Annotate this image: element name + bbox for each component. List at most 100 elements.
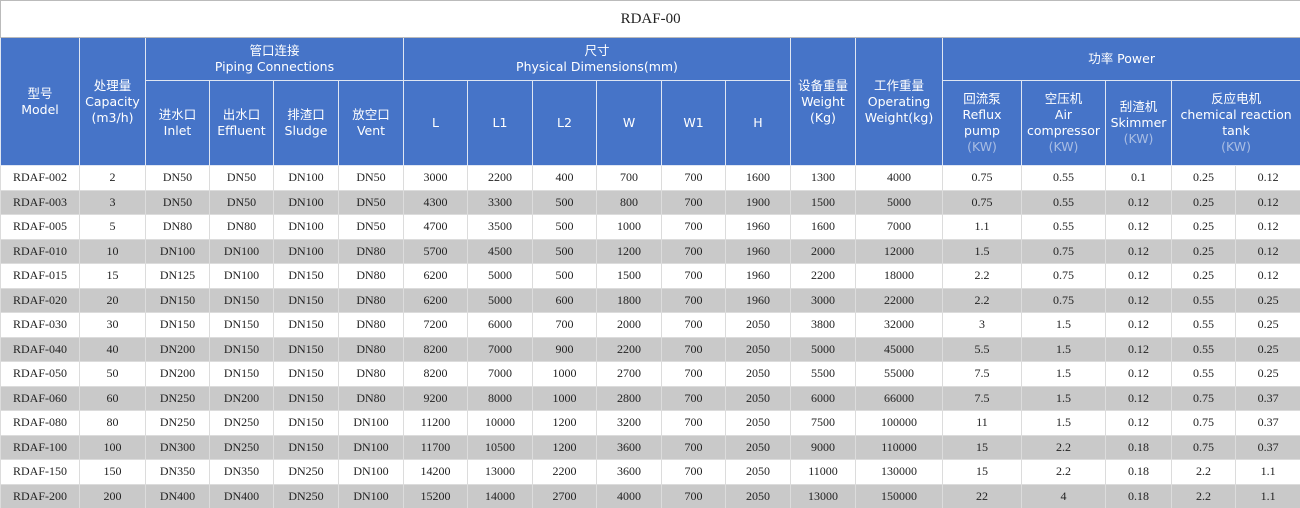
table-cell: 700 <box>661 189 726 215</box>
table-cell: 5 <box>79 214 146 240</box>
table-cell: 2 <box>79 165 146 191</box>
table-cell: 1200 <box>532 434 597 460</box>
header-line: Weight(kg) <box>864 109 934 125</box>
table-cell: 2050 <box>725 483 791 508</box>
table-cell: DN125 <box>145 263 210 289</box>
sub-header: 排渣口 Sludge <box>273 80 339 166</box>
table-cell: 1500 <box>790 189 856 215</box>
table-cell: 2050 <box>725 434 791 460</box>
table-cell: 0.75 <box>1171 410 1236 436</box>
table-cell: 7000 <box>855 214 943 240</box>
table-cell: 0.12 <box>1105 312 1172 338</box>
table-cell: 0.75 <box>1171 434 1236 460</box>
table-row: RDAF-020 20 DN150 DN150 DN150 DN80 6200 5000 600… <box>0 287 1300 313</box>
table-cell: 15 <box>79 263 146 289</box>
table-cell: DN300 <box>145 434 210 460</box>
table-cell: 2000 <box>596 312 662 338</box>
table-cell: 700 <box>661 214 726 240</box>
table-cell: 55000 <box>855 361 943 387</box>
header-line: Operating <box>867 93 931 109</box>
table-cell: 0.37 <box>1234 410 1300 436</box>
table-cell: 8200 <box>403 361 468 387</box>
header-line: 回流泵 <box>963 91 1001 106</box>
table-cell: DN100 <box>273 189 339 215</box>
header-line: Piping Connections <box>214 59 335 74</box>
table-cell: 2800 <box>596 385 662 411</box>
header-line: (KW) <box>1123 131 1154 146</box>
header-line: tank <box>1222 123 1250 138</box>
table-cell: RDAF-080 <box>0 410 80 436</box>
header-row: 进水口 Inlet 出水口 Effluent 排渣口 Sludge 放空口 Vent L L1 L2… <box>1 80 1300 166</box>
header-line: 处理量 <box>93 77 132 93</box>
table-cell: DN150 <box>145 312 210 338</box>
group-header: 尺寸 Physical Dimensions(mm) <box>403 37 791 81</box>
table-cell: 5000 <box>855 189 943 215</box>
table-cell: 1960 <box>725 263 791 289</box>
sub-header: L2 <box>532 80 597 166</box>
header-line: 尺寸 <box>584 43 610 58</box>
table-cell: 700 <box>661 263 726 289</box>
table-cell: 18000 <box>855 263 943 289</box>
header-line: 出水口 <box>222 107 261 122</box>
header-line: 进水口 <box>158 107 197 122</box>
table-cell: 0.1 <box>1105 165 1172 191</box>
header-line: Reflux <box>962 107 1002 122</box>
table-cell: DN400 <box>209 483 274 508</box>
table-cell: 5000 <box>467 263 533 289</box>
table-cell: 2.2 <box>942 287 1022 313</box>
table-cell: 2050 <box>725 312 791 338</box>
table-cell: 0.12 <box>1234 165 1300 191</box>
table-cell: 4000 <box>596 483 662 508</box>
table-cell: 5000 <box>467 287 533 313</box>
table-cell: 0.18 <box>1105 434 1172 460</box>
table-cell: 700 <box>661 165 726 191</box>
table-cell: DN100 <box>273 238 339 264</box>
table-cell: 800 <box>596 189 662 215</box>
table-cell: 66000 <box>855 385 943 411</box>
table-cell: 900 <box>532 336 597 362</box>
group-header: 管口连接 Piping Connections <box>145 37 404 81</box>
table-cell: 0.75 <box>942 165 1022 191</box>
table-cell: DN80 <box>338 336 404 362</box>
table-cell: DN100 <box>209 238 274 264</box>
table-cell: 2.2 <box>1171 459 1236 485</box>
table-cell: 3 <box>79 189 146 215</box>
header-line: pump <box>964 123 1000 138</box>
table-cell: 15 <box>942 434 1022 460</box>
header-line: L1 <box>492 115 508 130</box>
table-row: RDAF-010 10 DN100 DN100 DN100 DN80 5700 4500 500… <box>0 238 1300 264</box>
table-cell: 0.25 <box>1171 165 1236 191</box>
table-cell: 1.5 <box>1021 336 1106 362</box>
header-line: Physical Dimensions(mm) <box>516 59 678 74</box>
table-cell: 700 <box>661 410 726 436</box>
table-cell: 4500 <box>467 238 533 264</box>
table-cell: DN80 <box>338 238 404 264</box>
table-title: RDAF-00 <box>0 0 1300 38</box>
sub-header: 反应电机 chemical reaction tank (KW) <box>1170 80 1300 166</box>
table-cell: 6200 <box>403 287 468 313</box>
header-line: (Kg) <box>810 109 836 125</box>
table-cell: 8200 <box>403 336 468 362</box>
table-cell: DN150 <box>273 287 339 313</box>
table-cell: 1960 <box>725 287 791 313</box>
group-header: 型号 Model <box>0 37 80 166</box>
table-cell: 700 <box>661 361 726 387</box>
table-cell: RDAF-100 <box>0 434 80 460</box>
header-line: compressor <box>1027 123 1100 138</box>
table-cell: DN50 <box>209 189 274 215</box>
table-cell: RDAF-030 <box>0 312 80 338</box>
table-cell: 14000 <box>467 483 533 508</box>
table-cell: DN400 <box>145 483 210 508</box>
header-line: 工作重量 <box>873 77 924 93</box>
table-cell: 15200 <box>403 483 468 508</box>
table-cell: 10500 <box>467 434 533 460</box>
header-line: (KW) <box>1221 139 1252 154</box>
table-cell: 700 <box>661 312 726 338</box>
table-cell: 0.25 <box>1234 336 1300 362</box>
group-header: 处理量 Capacity (m3/h) <box>79 37 146 166</box>
table-cell: 3800 <box>790 312 856 338</box>
table-cell: 700 <box>661 385 726 411</box>
table-cell: 11700 <box>403 434 468 460</box>
table-row: RDAF-050 50 DN200 DN150 DN150 DN80 8200 7000 100… <box>0 361 1300 387</box>
